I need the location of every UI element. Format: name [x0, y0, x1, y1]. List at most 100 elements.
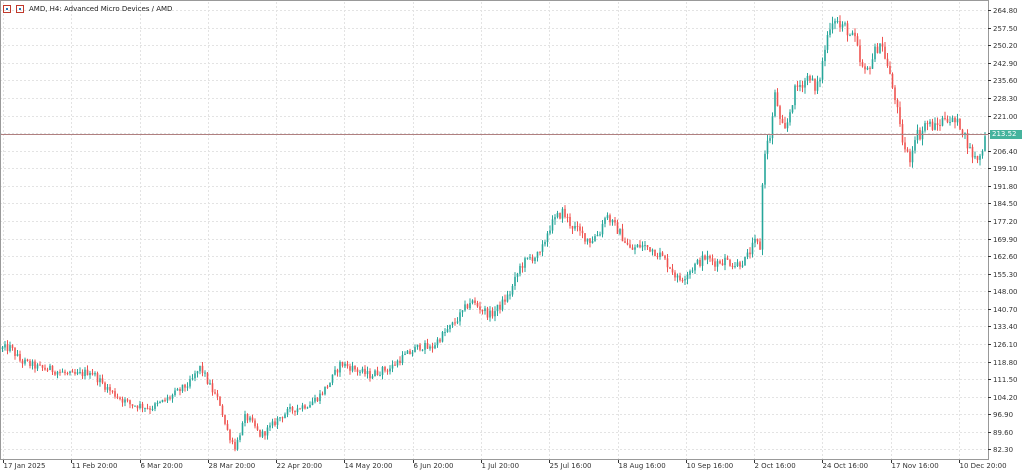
candle-body — [801, 85, 804, 88]
candle-body — [299, 408, 301, 410]
candle — [296, 404, 299, 415]
candle-body — [769, 138, 771, 141]
candle — [741, 260, 744, 268]
candle — [49, 363, 51, 371]
candle-body — [874, 46, 876, 60]
candle-body — [389, 368, 391, 372]
candle-body — [779, 106, 781, 119]
candle — [421, 349, 424, 352]
candle — [104, 381, 106, 393]
candle-body — [304, 405, 306, 409]
candle — [219, 396, 221, 407]
candle — [651, 248, 654, 256]
candle — [689, 269, 691, 279]
candle-body — [679, 275, 681, 281]
candle-body — [121, 398, 124, 403]
candle-body — [831, 23, 834, 30]
candle — [824, 45, 826, 67]
candle-body — [591, 241, 594, 244]
candle — [124, 397, 126, 407]
candle-body — [126, 399, 129, 401]
chart-type-icon[interactable] — [3, 5, 11, 13]
candle — [739, 260, 741, 270]
candle-body — [461, 310, 464, 313]
candle — [24, 357, 26, 366]
candle — [239, 432, 241, 443]
candle-body — [506, 294, 509, 302]
candle-body — [219, 396, 221, 406]
candle-body — [846, 23, 849, 36]
candle — [769, 135, 771, 144]
candle-body — [454, 322, 456, 324]
candle-body — [276, 418, 279, 426]
candle-body — [951, 117, 954, 122]
candle-body — [16, 353, 19, 356]
candle — [719, 259, 721, 265]
candle-body — [409, 350, 411, 354]
candle-body — [379, 374, 381, 376]
candle-body — [514, 276, 516, 287]
candle-body — [329, 382, 331, 387]
candle — [344, 361, 346, 368]
candle-body — [169, 397, 171, 399]
candle-body — [884, 46, 886, 59]
candle-body — [204, 372, 206, 374]
candle-body — [654, 249, 656, 257]
candle — [156, 400, 159, 407]
candle-body — [931, 121, 934, 130]
y-tick-label: 199.10 — [993, 165, 1018, 173]
candle-body — [924, 123, 926, 131]
candle-body — [434, 345, 436, 349]
chart-window-icon[interactable] — [16, 5, 24, 13]
candle-body — [684, 279, 686, 281]
candle-body — [771, 116, 774, 139]
candle-body — [216, 393, 219, 397]
candle — [101, 374, 104, 385]
candle — [911, 146, 914, 168]
candle-body — [486, 308, 489, 318]
candle — [191, 374, 194, 381]
candle-body — [46, 369, 49, 371]
candle — [149, 405, 151, 414]
candle — [706, 250, 709, 265]
candle-body — [314, 397, 316, 402]
candle — [386, 368, 389, 375]
candle-body — [901, 124, 904, 143]
candle — [416, 344, 419, 350]
candle-body — [686, 274, 689, 280]
candle-body — [64, 371, 66, 374]
candle — [479, 301, 481, 314]
candle — [116, 393, 119, 400]
candle — [714, 258, 716, 272]
candle-body — [326, 386, 329, 388]
candle-body — [19, 353, 21, 361]
candle-body — [914, 140, 916, 151]
candle — [181, 384, 184, 393]
candle-body — [81, 371, 84, 377]
candle — [379, 371, 381, 377]
candle — [701, 251, 704, 271]
candle — [231, 437, 234, 445]
candle-body — [896, 100, 899, 108]
candle-body — [789, 112, 791, 123]
candle — [524, 256, 526, 272]
x-tick-label: 6 Mar 20:00 — [141, 462, 183, 470]
candle — [746, 249, 749, 260]
candle-body — [339, 362, 341, 373]
candle — [201, 362, 204, 377]
candle-body — [244, 414, 246, 424]
candle — [864, 63, 866, 74]
candle-body — [306, 407, 309, 409]
candle — [964, 132, 966, 139]
candle — [29, 359, 31, 369]
candle — [426, 338, 429, 349]
candle — [509, 290, 511, 300]
candle — [39, 361, 41, 366]
candle-body — [551, 219, 554, 231]
candle — [254, 418, 256, 429]
candle-body — [184, 384, 186, 388]
candle-body — [129, 400, 131, 405]
candle — [596, 231, 599, 237]
